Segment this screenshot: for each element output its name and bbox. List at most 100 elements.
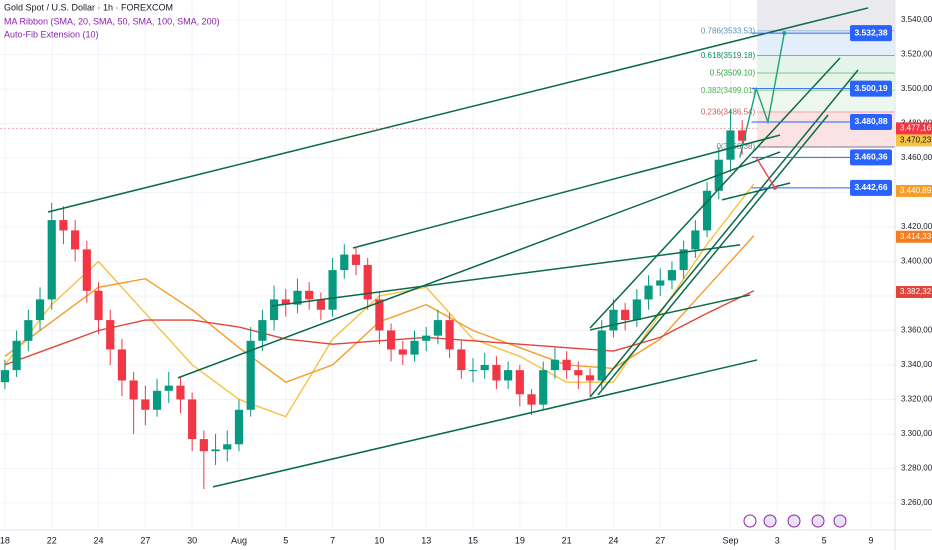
candle-body <box>269 299 279 321</box>
trendlines <box>47 7 869 488</box>
candle-body <box>656 280 665 286</box>
trendline <box>589 69 859 398</box>
target-box <box>850 80 892 97</box>
y-tick-label: 3.540,00 <box>901 15 932 24</box>
y-tick-label: 3.500,00 <box>901 84 932 93</box>
candle-body <box>211 449 220 452</box>
y-tick-label: 3.280,00 <box>901 464 932 473</box>
icon <box>811 514 825 528</box>
x-tick-label: 15 <box>468 535 478 545</box>
trendline <box>589 57 841 329</box>
candle-body <box>550 359 560 371</box>
candle-body <box>726 130 735 160</box>
candle-body <box>433 320 442 336</box>
candle-body <box>176 385 185 400</box>
price-tag-label: 3.440,89 <box>900 186 932 195</box>
fib-label: 0.382(3499.01) <box>701 86 756 95</box>
candle-body <box>24 320 33 341</box>
candle-body <box>539 370 548 405</box>
candle-body <box>504 370 513 381</box>
candle-body <box>398 349 407 355</box>
target-label: 3.500,19 <box>854 83 887 93</box>
candle-body <box>305 290 314 300</box>
y-tick-label: 3.320,00 <box>901 395 932 404</box>
price-tag-label: 3.477,16 <box>900 123 932 132</box>
candle-body <box>585 375 595 381</box>
x-tick-label: Sep <box>722 535 738 545</box>
candle-body <box>386 330 396 350</box>
candle-body <box>223 444 232 450</box>
fib-label: 0.236(3486.54) <box>701 107 756 116</box>
target-label: 3.442,66 <box>854 182 887 192</box>
candle-body <box>234 409 244 445</box>
trendline <box>271 244 741 307</box>
indicator-label: MA Ribbon (SMA, 20, SMA, 50, SMA, 100, S… <box>4 16 220 26</box>
target-label: 3.460,36 <box>854 152 887 162</box>
candle-body <box>71 230 80 250</box>
price-tag <box>896 134 932 147</box>
chart-title: Gold Spot / U.S. Dollar · 1h · FOREXCOM <box>4 2 173 12</box>
candle-body <box>47 220 56 300</box>
candle-body <box>351 254 361 265</box>
candle-body <box>597 330 606 381</box>
icon <box>787 514 801 528</box>
y-tick-label: 3.460,00 <box>901 153 932 162</box>
y-tick-label: 3.400,00 <box>901 257 932 266</box>
y-tick-label: 3.360,00 <box>901 326 932 335</box>
candle-body <box>667 270 677 281</box>
price-tag-label: 3.470,23 <box>900 135 932 144</box>
candle-body <box>59 220 68 231</box>
icon <box>763 514 777 528</box>
candle-body <box>94 290 103 321</box>
x-tick-label: 10 <box>374 535 384 545</box>
candle-body <box>188 399 197 440</box>
x-tick-label: 19 <box>515 535 525 545</box>
candle-body <box>609 309 618 331</box>
x-tick-label: 22 <box>47 535 57 545</box>
candle-body <box>468 370 478 372</box>
candle-body <box>574 370 583 376</box>
x-tick-label: 9 <box>868 535 873 545</box>
candle-body <box>199 439 208 452</box>
price-tag <box>896 184 932 197</box>
candle-body <box>82 249 91 291</box>
y-tick-label: 3.420,00 <box>901 222 932 231</box>
candle-body <box>281 299 290 305</box>
candle-body <box>141 399 150 410</box>
candle-body <box>621 309 630 321</box>
candle-body <box>492 364 501 381</box>
candle-body <box>258 320 267 341</box>
candle-body <box>457 349 466 371</box>
icon <box>743 514 757 528</box>
candle-body <box>164 385 173 391</box>
target-box <box>850 113 892 130</box>
x-tick-label: 18 <box>0 535 10 545</box>
x-tick-label: 24 <box>94 535 104 545</box>
candle-body <box>445 320 454 350</box>
trendline <box>597 114 829 396</box>
x-tick-label: 3 <box>775 535 780 545</box>
candles <box>0 109 747 490</box>
x-tick-label: Aug <box>231 535 247 545</box>
candle-body <box>679 249 688 271</box>
axes: 3.540,003.520,003.500,003.480,003.460,00… <box>0 15 932 545</box>
candle-body <box>129 380 138 400</box>
trendline <box>589 294 751 331</box>
trendline <box>721 182 791 201</box>
x-tick-label: 21 <box>562 535 572 545</box>
candle-body <box>738 130 747 141</box>
candle-body <box>293 290 302 305</box>
candle-body <box>246 340 255 410</box>
candle-body <box>691 230 700 250</box>
target-box <box>850 25 892 42</box>
target-label: 3.532,38 <box>854 27 887 37</box>
fib-zone <box>757 55 895 74</box>
x-tick-label: 27 <box>140 535 150 545</box>
candle-body <box>702 190 712 231</box>
trendline <box>212 359 758 488</box>
event-icons <box>743 514 847 528</box>
price-tag <box>896 230 932 243</box>
y-tick-label: 3.340,00 <box>901 360 932 369</box>
x-tick-label: 7 <box>330 535 335 545</box>
